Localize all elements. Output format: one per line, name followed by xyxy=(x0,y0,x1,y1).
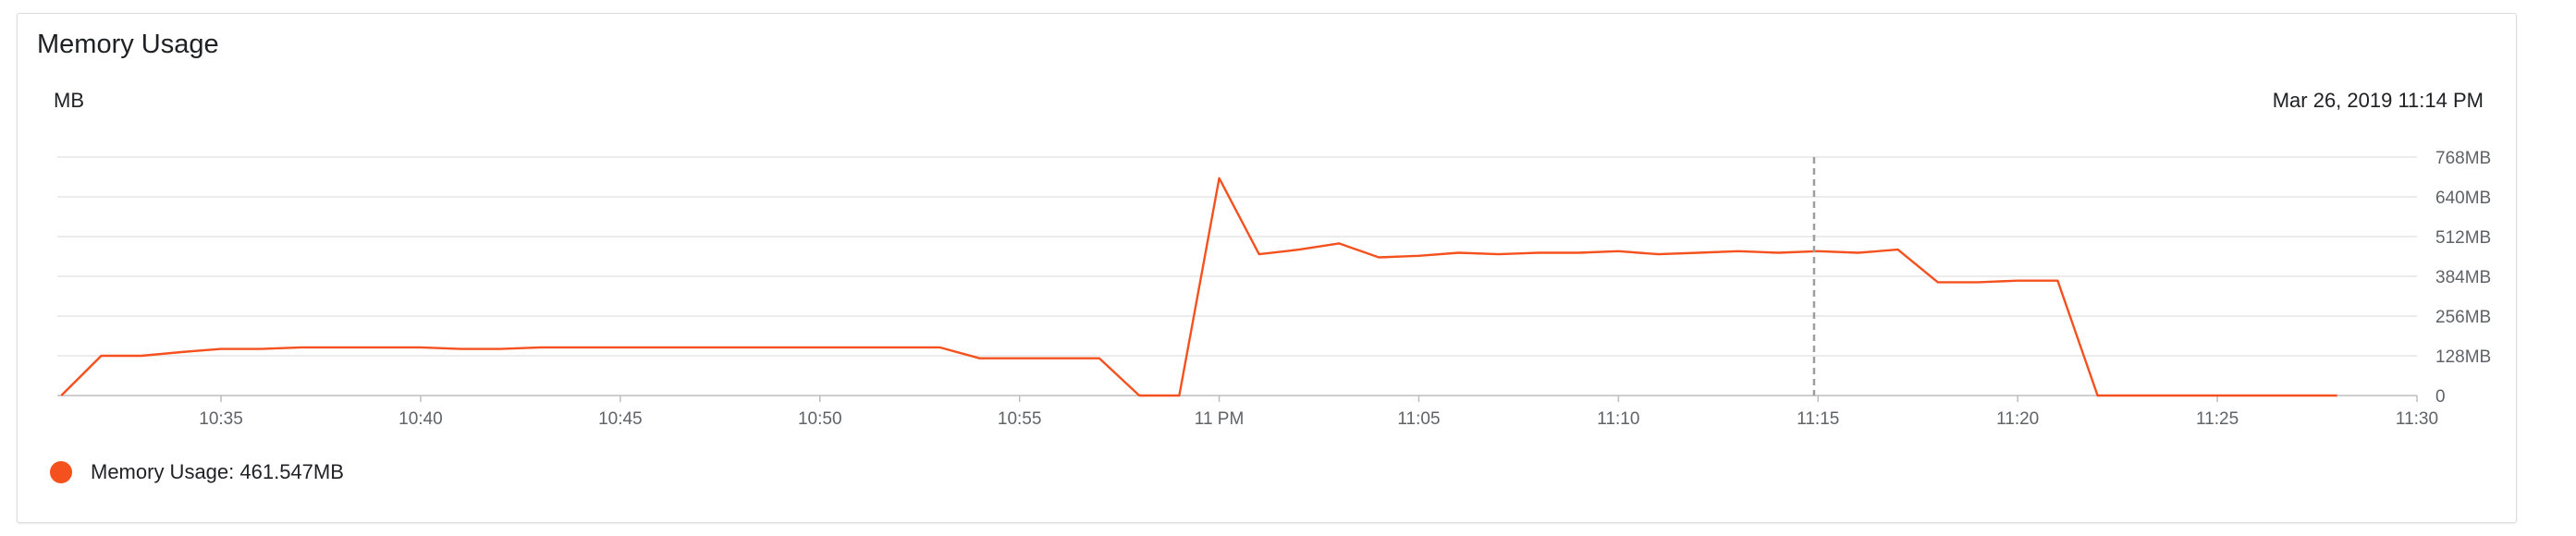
y-tick-label: 256MB xyxy=(2435,308,2491,327)
x-tick-label: 11:15 xyxy=(1797,409,1839,429)
legend-label: Memory Usage: 461.547MB xyxy=(91,460,344,483)
series-layer xyxy=(60,177,2337,397)
x-tick-label: 11:30 xyxy=(2396,409,2438,429)
y-tick-label: 384MB xyxy=(2435,268,2491,287)
x-tick-label: 11:10 xyxy=(1597,409,1639,429)
series-line-memory-usage xyxy=(60,177,2337,397)
timestamp-label: Mar 26, 2019 11:14 PM xyxy=(2272,89,2484,112)
chart-title: Memory Usage xyxy=(37,30,219,59)
y-tick-label: 640MB xyxy=(2435,189,2491,208)
x-tick-label: 10:55 xyxy=(998,409,1042,429)
axis-layer: 0 128MB 256MB 384MB 512MB 640MB 768MB 10:35 10:4… xyxy=(57,149,2491,429)
y-tick-label: 768MB xyxy=(2435,149,2491,168)
x-tick-label: 11:05 xyxy=(1397,409,1440,429)
unit-label: MB xyxy=(54,89,84,112)
legend-color-dot xyxy=(50,461,72,483)
x-tick-label: 10:50 xyxy=(798,409,842,429)
x-tick-label: 11:20 xyxy=(1996,409,2039,429)
x-tick-label: 11:25 xyxy=(2196,409,2239,429)
x-tick-label: 10:35 xyxy=(199,409,243,429)
legend[interactable]: Memory Usage: 461.547MB xyxy=(50,460,344,484)
x-tick-label: 11 PM xyxy=(1195,409,1245,429)
grid-layer xyxy=(57,156,2417,357)
chart-card xyxy=(17,13,2517,523)
y-tick-label: 0 xyxy=(2435,387,2446,407)
y-tick-label: 128MB xyxy=(2435,347,2491,367)
y-tick-label: 512MB xyxy=(2435,228,2491,248)
x-tick-label: 10:45 xyxy=(598,409,643,429)
x-tick-label: 10:40 xyxy=(399,409,443,429)
